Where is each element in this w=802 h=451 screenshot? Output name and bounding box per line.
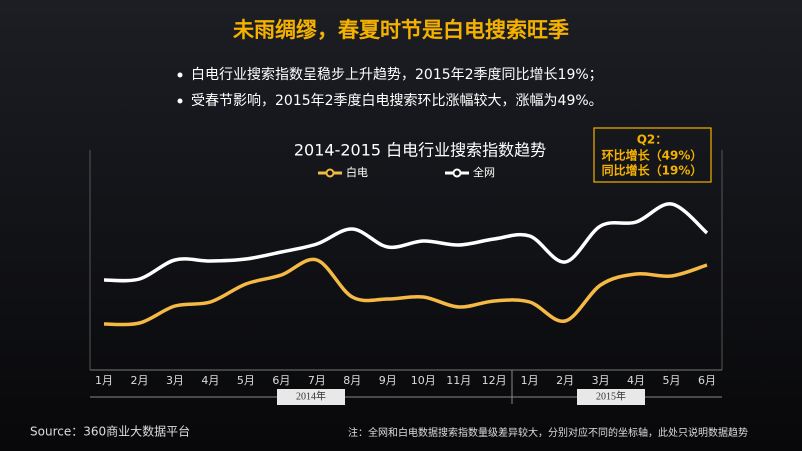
x-tick-label: 2月	[556, 374, 574, 387]
annotation-box	[593, 127, 712, 183]
x-tick-label: 6月	[272, 374, 290, 387]
year-label: 2015年	[596, 389, 626, 402]
series-line	[103, 257, 708, 327]
x-tick-label: 4月	[627, 374, 645, 387]
series-line	[103, 202, 709, 283]
source: Source：360商业大数据平台	[30, 424, 190, 439]
x-tick-label: 3月	[166, 374, 184, 387]
x-tick-label: 11月	[446, 374, 471, 387]
x-tick-label: 2月	[130, 374, 148, 387]
legend-marker	[325, 168, 335, 178]
x-tick-label: 4月	[201, 374, 219, 387]
x-tick-label: 6月	[698, 374, 716, 387]
year-box	[277, 389, 345, 405]
bullet-dot	[177, 98, 183, 104]
year-label: 2014年	[296, 389, 326, 402]
x-tick-label: 5月	[663, 374, 681, 387]
x-tick-label: 9月	[379, 374, 397, 387]
legend-label: 全网	[473, 165, 495, 179]
x-tick-label: 3月	[592, 374, 610, 387]
x-tick-label: 10月	[411, 374, 436, 387]
x-tick-label: 7月	[308, 374, 326, 387]
note: 注：全网和白电数据搜索指数量级差异较大，分别对应不同的坐标轴，此处只说明数据趋势	[348, 426, 748, 439]
annotation: 环比增长（49%）	[602, 148, 703, 163]
x-tick-label: 5月	[237, 374, 255, 387]
year-box	[577, 389, 645, 405]
x-tick-label: 12月	[482, 374, 507, 387]
x-tick-label: 8月	[343, 374, 361, 387]
x-tick-label: 1月	[521, 374, 539, 387]
annotation: Q2：	[637, 133, 668, 147]
bullet: 白电行业搜索指数呈稳步上升趋势，2015年2季度同比增长19%；	[191, 66, 603, 83]
x-tick-label: 1月	[95, 374, 113, 387]
title: 未雨绸缪，春夏时节是白电搜索旺季	[233, 18, 569, 42]
bullet-dot	[177, 72, 183, 78]
annotation: 同比增长（19%）	[602, 163, 703, 178]
chart-title: 2014-2015 白电行业搜索指数趋势	[294, 141, 546, 160]
legend-label: 白电	[346, 165, 368, 179]
bullet: 受春节影响，2015年2季度白电搜索环比涨幅较大，涨幅为49%。	[191, 92, 603, 109]
legend-marker	[452, 168, 462, 178]
